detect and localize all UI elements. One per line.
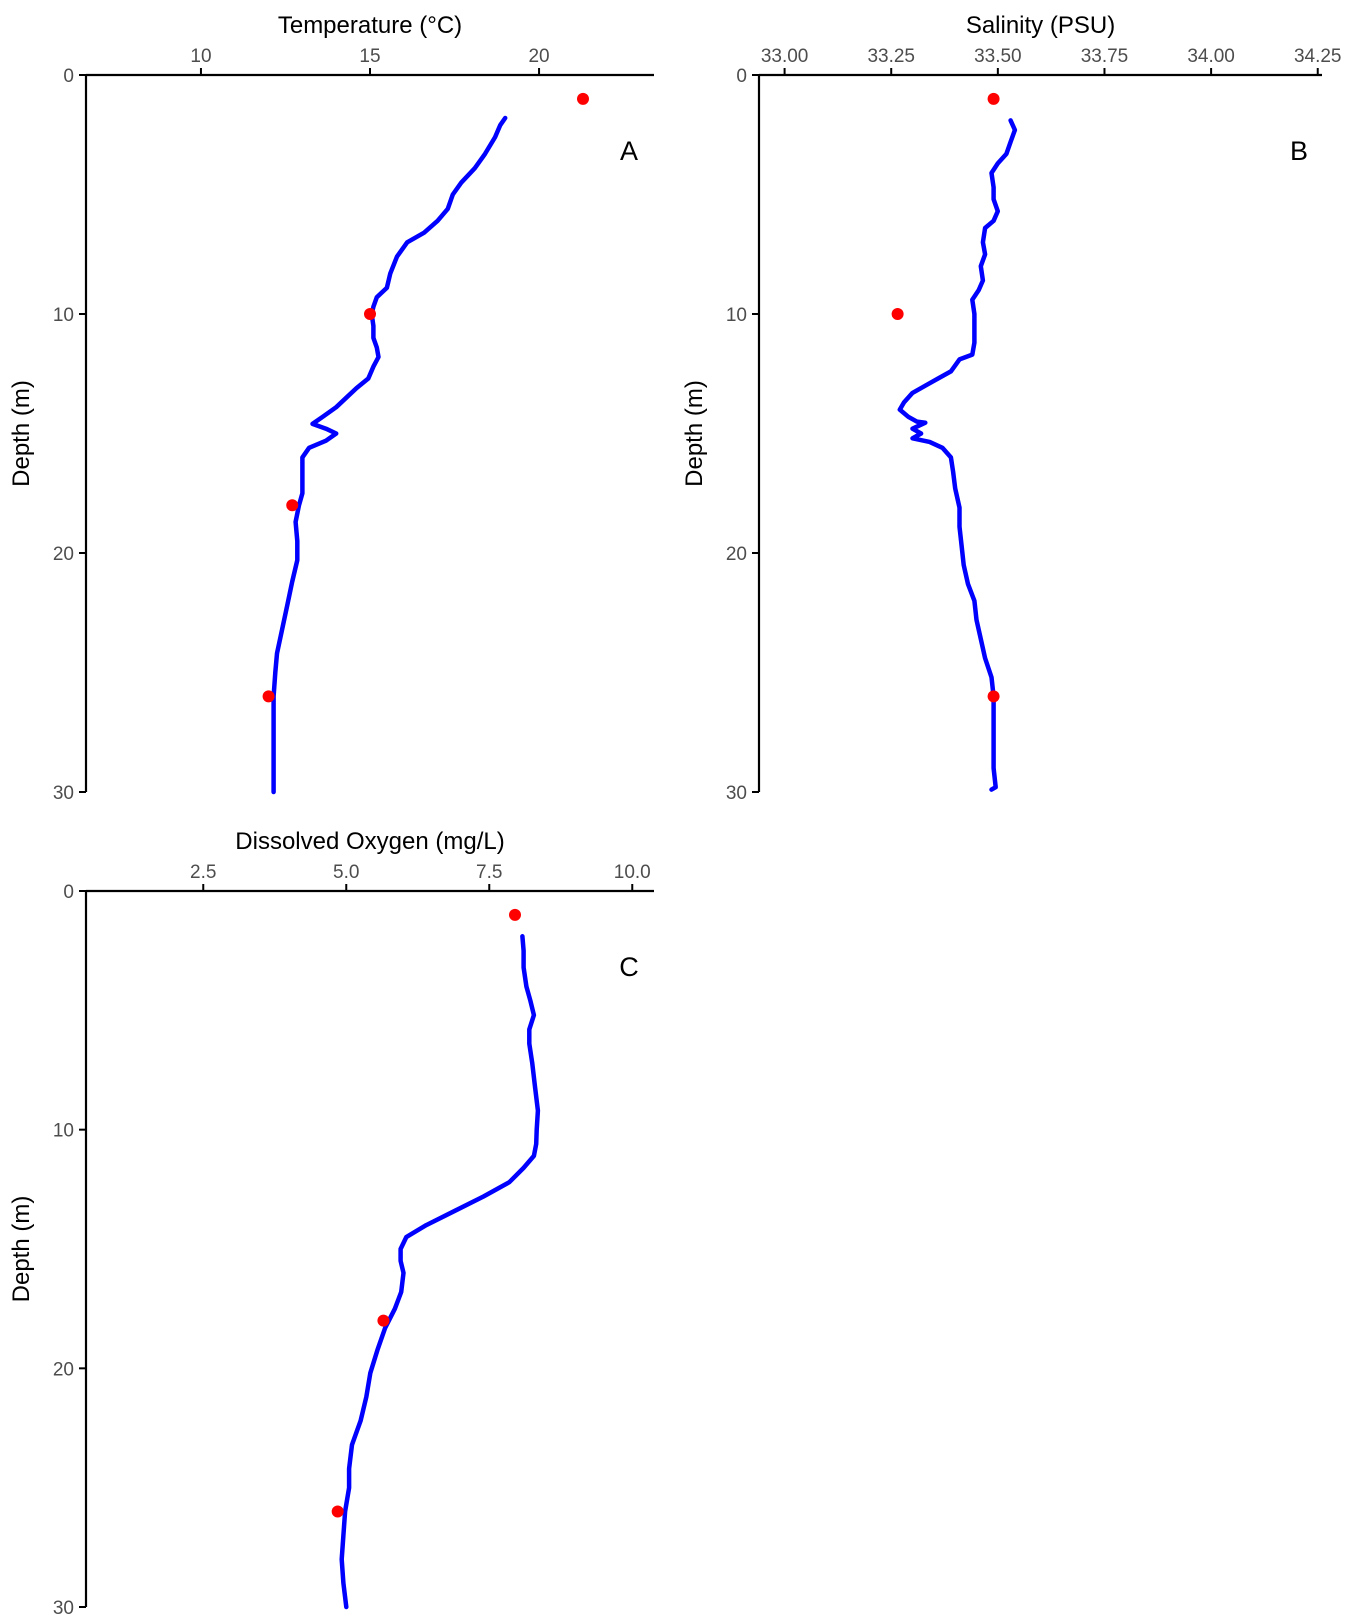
panel-c-x-tick-label: 5.0 bbox=[333, 862, 359, 883]
panel-b-y-axis-title: Depth (m) bbox=[681, 380, 708, 487]
panel-c-x-tick-label: 2.5 bbox=[190, 862, 216, 883]
panel-a-letter: A bbox=[620, 136, 638, 166]
panel-b-letter: B bbox=[1290, 136, 1308, 166]
panel-c-x-tick-label: 7.5 bbox=[476, 862, 502, 883]
panel-b-x-tick-label: 34.00 bbox=[1187, 46, 1235, 67]
panel-b-x-tick-label: 33.50 bbox=[974, 46, 1022, 67]
panel-a-x-tick-label: 10 bbox=[190, 46, 211, 67]
panel-b-sample-point bbox=[987, 690, 1000, 703]
panel-a-y-tick-label: 20 bbox=[53, 544, 74, 565]
panel-c: 2.5 5.0 7.5 10.0 0 10 20 30 Dissolved Oxygen (mg… bbox=[8, 828, 654, 1619]
panel-c-y-tick-label: 20 bbox=[53, 1359, 74, 1380]
panel-a-y-tick-label: 10 bbox=[53, 305, 74, 326]
panel-c-x-tick-label: 10.0 bbox=[614, 862, 651, 883]
panel-b-y-tick-label: 20 bbox=[726, 544, 747, 565]
panel-a-sample-point bbox=[577, 92, 589, 105]
panel-c-y-axis-title: Depth (m) bbox=[8, 1196, 35, 1303]
panel-b-profile-line bbox=[897, 118, 1018, 792]
panel-b-sample-point bbox=[987, 92, 1000, 105]
panel-c-y-tick-label: 0 bbox=[63, 882, 74, 903]
panel-c-sample-point bbox=[331, 1505, 344, 1518]
panel-b-sample-point bbox=[891, 308, 904, 320]
panel-b-y-tick-label: 10 bbox=[726, 305, 747, 326]
panel-a-profile-line bbox=[271, 115, 508, 795]
panel-c-profile-line bbox=[339, 934, 541, 1610]
panel-a-y-tick-label: 0 bbox=[63, 66, 74, 87]
panel-a-sample-point bbox=[364, 308, 376, 320]
panel-c-y-tick-label: 30 bbox=[53, 1598, 74, 1616]
panel-a-y-tick-label: 30 bbox=[53, 783, 74, 804]
panel-a: 10 15 20 0 10 20 30 Temperature (°C) Depth (m) A bbox=[8, 12, 654, 804]
panel-a-x-axis-title: Temperature (°C) bbox=[278, 12, 462, 39]
panel-b-x-tick-label: 33.00 bbox=[761, 46, 809, 67]
panel-b-x-tick-label: 33.75 bbox=[1081, 46, 1129, 67]
panel-b-x-axis-title: Salinity (PSU) bbox=[966, 12, 1115, 39]
panel-b-y-tick-label: 0 bbox=[736, 66, 747, 87]
panel-a-sample-point bbox=[262, 690, 275, 703]
panel-c-sample-point bbox=[377, 1314, 390, 1327]
panel-a-sample-point bbox=[286, 499, 299, 512]
panel-b-x-tick-label: 33.25 bbox=[867, 46, 915, 67]
panel-c-sample-point bbox=[509, 908, 522, 921]
panel-a-y-axis-title: Depth (m) bbox=[8, 380, 35, 487]
panel-b-x-tick-label: 34.25 bbox=[1294, 46, 1342, 67]
panel-c-letter: C bbox=[619, 952, 639, 982]
panel-b-y-tick-label: 30 bbox=[726, 783, 747, 804]
panel-b: 33.00 33.25 33.50 33.75 34.00 34.25 0 10 20 30 Sal… bbox=[681, 12, 1342, 804]
panel-c-x-axis-title: Dissolved Oxygen (mg/L) bbox=[235, 828, 504, 855]
panel-a-x-tick-label: 20 bbox=[528, 46, 549, 67]
panel-c-y-tick-label: 10 bbox=[53, 1121, 74, 1142]
panel-a-x-tick-label: 15 bbox=[359, 46, 380, 67]
